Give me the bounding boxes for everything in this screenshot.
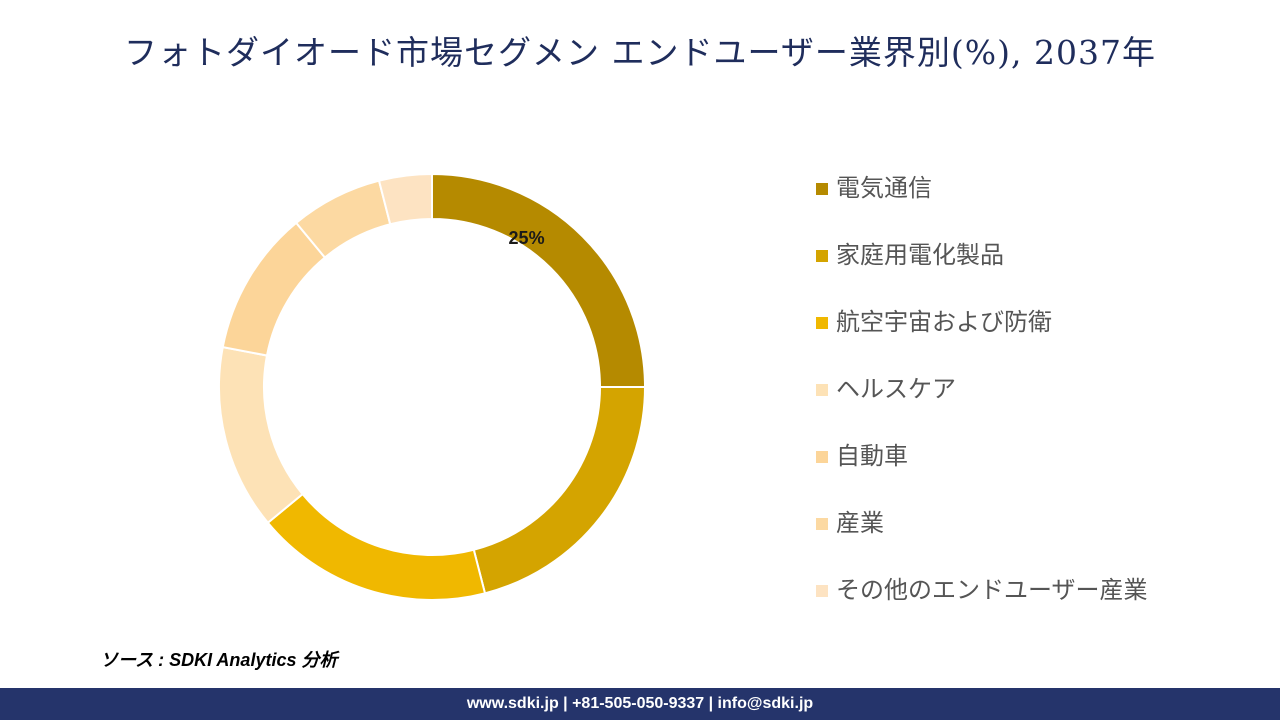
legend-label: 航空宇宙および防衛 <box>836 308 1052 336</box>
legend-label: 家庭用電化製品 <box>836 241 1004 269</box>
legend-label: その他のエンドユーザー産業 <box>836 576 1148 604</box>
legend-swatch <box>816 317 828 329</box>
legend-swatch <box>816 518 828 530</box>
legend-item: 航空宇宙および防衛 <box>816 302 1148 369</box>
donut-slice <box>431 172 647 388</box>
legend-label: 電気通信 <box>836 174 932 202</box>
donut-slice <box>377 172 433 226</box>
legend-item: 電気通信 <box>816 168 1148 235</box>
legend-label: 自動車 <box>836 442 908 470</box>
legend-label: ヘルスケア <box>836 375 956 403</box>
legend-swatch <box>816 451 828 463</box>
legend-swatch <box>816 183 828 195</box>
legend-swatch <box>816 250 828 262</box>
source-note: ソース : SDKI Analytics 分析 <box>100 650 338 670</box>
legend-item: 家庭用電化製品 <box>816 235 1148 302</box>
donut-slice <box>218 345 304 525</box>
legend-item: 産業 <box>816 503 1148 570</box>
legend-swatch <box>816 585 828 597</box>
legend-item: ヘルスケア <box>816 369 1148 436</box>
donut-chart: 25% <box>218 172 647 601</box>
footer-bar: www.sdki.jp | +81-505-050-9337 | info@sd… <box>0 688 1280 720</box>
legend-swatch <box>816 384 828 396</box>
donut-slice <box>266 492 487 601</box>
chart-title: フォトダイオード市場セグメン エンドユーザー業界別(%), 2037年 <box>124 33 1156 72</box>
data-label: 25% <box>509 228 545 248</box>
legend-item: 自動車 <box>816 436 1148 503</box>
legend-label: 産業 <box>836 509 884 537</box>
donut-slice <box>472 386 647 595</box>
legend: 電気通信 家庭用電化製品 航空宇宙および防衛 ヘルスケア 自動車 産業 その他の… <box>816 168 1148 637</box>
donut-slice <box>221 221 327 357</box>
footer-contact: www.sdki.jp | +81-505-050-9337 | info@sd… <box>466 695 814 712</box>
legend-item: その他のエンドユーザー産業 <box>816 570 1148 637</box>
